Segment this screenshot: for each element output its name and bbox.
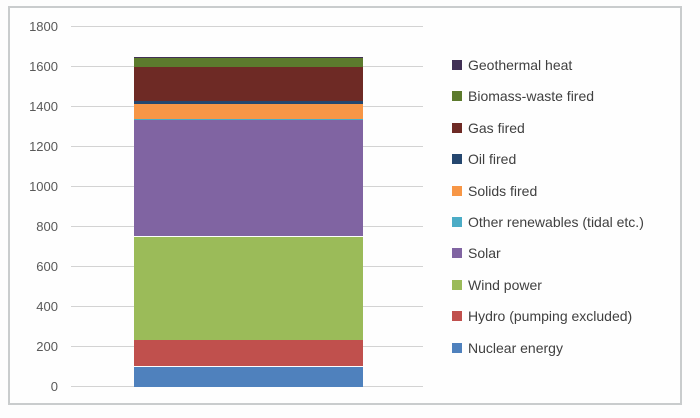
gridline-1800 xyxy=(71,26,423,27)
legend-item-solids-fired: Solids fired xyxy=(452,183,537,199)
bar-segment-solar xyxy=(134,119,363,237)
legend-item-wind-power: Wind power xyxy=(452,277,542,293)
y-axis-tick-label: 1200 xyxy=(29,138,58,154)
y-axis-tick-label: 800 xyxy=(36,218,58,234)
bar-segment-biomass-waste-fired xyxy=(134,58,363,68)
y-axis-tick-label: 0 xyxy=(50,378,58,394)
y-axis-tick-label: 1600 xyxy=(29,58,58,74)
legend-item-geothermal-heat: Geothermal heat xyxy=(452,57,572,73)
bar-segment-oil-fired xyxy=(134,101,363,105)
y-axis-tick-label: 1000 xyxy=(29,178,58,194)
legend-item-biomass-waste-fired: Biomass-waste fired xyxy=(452,88,594,104)
legend-item-solar: Solar xyxy=(452,245,501,261)
legend-label: Wind power xyxy=(468,276,542,293)
y-axis-tick-label: 200 xyxy=(36,338,58,354)
legend-item-other-renewables-tidal-etc: Other renewables (tidal etc.) xyxy=(452,214,644,230)
bar-segment-nuclear-energy xyxy=(134,366,363,387)
y-axis-tick-label: 600 xyxy=(36,258,58,274)
legend-swatch-icon xyxy=(452,248,462,259)
legend-swatch-icon xyxy=(452,91,462,102)
legend-label: Hydro (pumping excluded) xyxy=(468,308,633,325)
legend-item-gas-fired: Gas fired xyxy=(452,120,525,136)
legend-label: Gas fired xyxy=(468,119,525,136)
bar-segment-wind-power xyxy=(134,236,363,341)
y-axis-tick-label: 1800 xyxy=(29,18,58,34)
legend-label: Solids fired xyxy=(468,182,538,199)
legend-swatch-icon xyxy=(452,279,462,290)
bar-segment-geothermal-heat xyxy=(134,56,363,59)
legend-swatch-icon xyxy=(452,185,462,196)
legend-item-hydro-pumping-excluded: Hydro (pumping excluded) xyxy=(452,308,632,324)
legend-swatch-icon xyxy=(452,342,462,353)
legend-label: Nuclear energy xyxy=(468,339,563,356)
legend-swatch-icon xyxy=(452,60,462,70)
legend-label: Solar xyxy=(468,245,501,262)
bar-segment-hydro-pumping-excluded xyxy=(134,340,363,367)
legend-label: Other renewables (tidal etc.) xyxy=(468,214,644,230)
gridline-0 xyxy=(71,386,423,387)
legend-item-oil-fired: Oil fired xyxy=(452,151,516,167)
legend-label: Geothermal heat xyxy=(468,57,573,73)
legend-label: Biomass-waste fired xyxy=(468,88,595,105)
y-axis-tick-label: 400 xyxy=(36,298,58,314)
legend-label: Oil fired xyxy=(468,151,517,168)
bar-segment-solids-fired xyxy=(134,104,363,119)
y-axis-tick-label: 1400 xyxy=(29,98,58,114)
legend-item-nuclear-energy: Nuclear energy xyxy=(452,340,563,356)
legend-swatch-icon xyxy=(452,217,462,227)
legend-swatch-icon xyxy=(452,154,462,165)
legend-swatch-icon xyxy=(452,122,462,133)
legend-swatch-icon xyxy=(452,311,462,322)
bar-segment-gas-fired xyxy=(134,67,363,102)
